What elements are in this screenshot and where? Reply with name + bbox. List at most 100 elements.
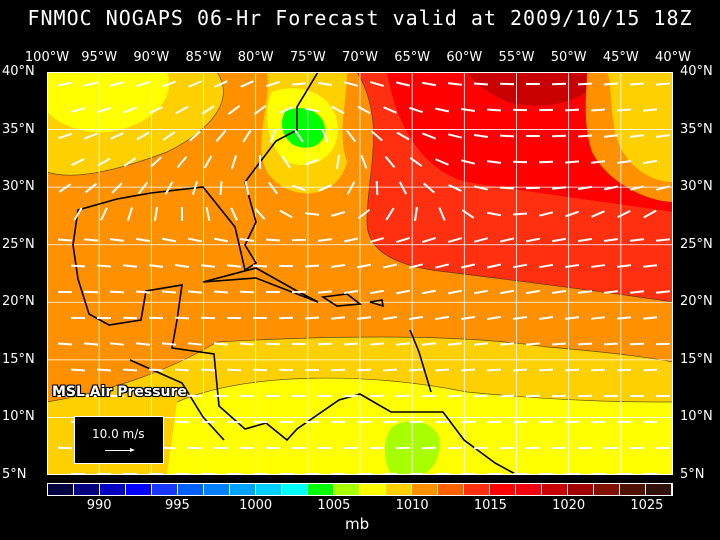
lat-label: 30°N [2,179,35,195]
colorbar-swatch [178,484,204,495]
wind-arrow-icon [473,342,489,346]
wind-arrow-icon [335,154,341,170]
wind-arrow-icon [551,186,567,190]
colorbar-swatch [308,484,334,495]
low-center [281,108,325,148]
wind-arrow-icon [343,342,359,346]
wind-arrow-icon [551,394,567,398]
wind-arrow-icon [642,264,658,268]
wind-arrow-icon [395,289,411,295]
wind-arrow-icon [448,237,462,243]
wind-arrow-icon [57,394,73,398]
wind-arrow-icon [321,129,329,143]
wind-arrow-icon [176,155,188,169]
colorbar-swatch [464,484,490,495]
wind-arrow-icon [395,394,411,398]
wind-arrow-icon [174,368,190,372]
wind-arrow-icon [525,342,541,346]
wind-arrow-icon [84,182,98,194]
wind-arrow-icon [239,290,255,294]
wind-arrow-icon [213,290,229,294]
wind-arrow-icon [460,315,476,321]
wind-arrow-icon [447,82,463,86]
wind-scale-legend: 10.0 m/s [74,416,164,464]
wind-arrow-icon [486,211,502,217]
wind-arrow-icon [499,237,515,243]
wind-arrow-icon [252,264,268,268]
wind-arrow-icon [162,131,176,141]
wind-arrow-icon [486,420,502,424]
wind-arrow-icon [219,180,223,196]
wind-arrow-icon [137,181,149,195]
wind-arrow-icon [58,132,72,140]
wind-arrow-icon [577,394,593,398]
wind-arrow-icon [421,394,437,398]
wind-arrow-icon [577,185,593,191]
wind-arrow-icon [200,316,216,320]
wind-arrow-icon [460,420,476,424]
colorbar-swatch [516,484,542,495]
wind-arrow-icon [161,342,177,346]
wind-arrow-icon [409,106,423,114]
wind-arrow-icon [512,315,528,321]
wind-arrow-icon [109,394,125,398]
wind-arrow-icon [331,105,345,115]
wind-arrow-icon [317,290,333,294]
wind-arrow-icon [253,104,267,116]
wind-arrow-icon [538,316,554,320]
coastlines [72,72,518,475]
wind-arrow-icon [590,316,606,320]
wind-arrow-icon [148,316,164,320]
wind-arrow-icon [122,368,138,372]
wind-arrow-icon [122,264,138,268]
wind-arrow-icon [242,129,252,143]
lon-label: 45°W [602,50,639,65]
wind-arrow-icon [460,368,476,372]
wind-arrow-icon [304,316,320,320]
colorbar-swatch [282,484,308,495]
wind-arrow-icon [564,316,580,320]
wind-arrow-icon [577,82,593,86]
wind-arrow-icon [318,184,332,192]
wind-arrow-icon [269,129,277,143]
wind-arrow-icon [175,105,189,115]
wind-arrow-icon [565,210,579,218]
wind-arrow-icon [642,159,658,165]
wind-arrow-icon [603,342,619,346]
wind-arrow-icon [422,236,436,244]
wind-arrow-icon [123,106,137,114]
wind-arrow-icon [655,134,671,138]
wind-arrow-icon [629,342,645,346]
wind-arrow-icon [240,80,254,88]
wind-arrow-icon [369,289,385,295]
colorbar-swatch [230,484,256,495]
wind-arrow-icon [655,185,671,191]
wind-arrow-icon [201,105,215,115]
wind-arrow-icon [187,342,203,346]
pressure-map [47,72,673,475]
wind-arrow-icon [110,132,124,140]
wind-arrow-icon [473,185,489,191]
wind-vectors [57,80,671,475]
wind-arrow-icon [551,342,567,346]
wind-arrow-icon [343,237,359,243]
colorbar-swatch [490,484,516,495]
wind-arrow-icon [384,155,396,169]
wind-arrow-icon [577,290,593,294]
wind-arrow-icon [421,342,437,346]
wind-arrow-icon [616,264,632,268]
dark-red-core [467,72,607,106]
lon-label: 60°W [446,50,483,65]
wind-arrow-icon [254,208,266,220]
wind-arrow-icon [148,264,164,268]
colorbar-swatch [620,484,646,495]
wind-arrow-icon [244,180,250,196]
wind-arrow-icon [512,263,528,269]
wind-arrow-icon [525,186,541,190]
lat-label: 35°N [680,121,713,137]
wind-arrow-icon [629,82,645,86]
wind-arrow-icon [408,420,424,424]
wind-arrow-icon [230,207,238,221]
wind-arrow-icon [655,238,671,242]
wind-arrow-icon [473,82,489,86]
